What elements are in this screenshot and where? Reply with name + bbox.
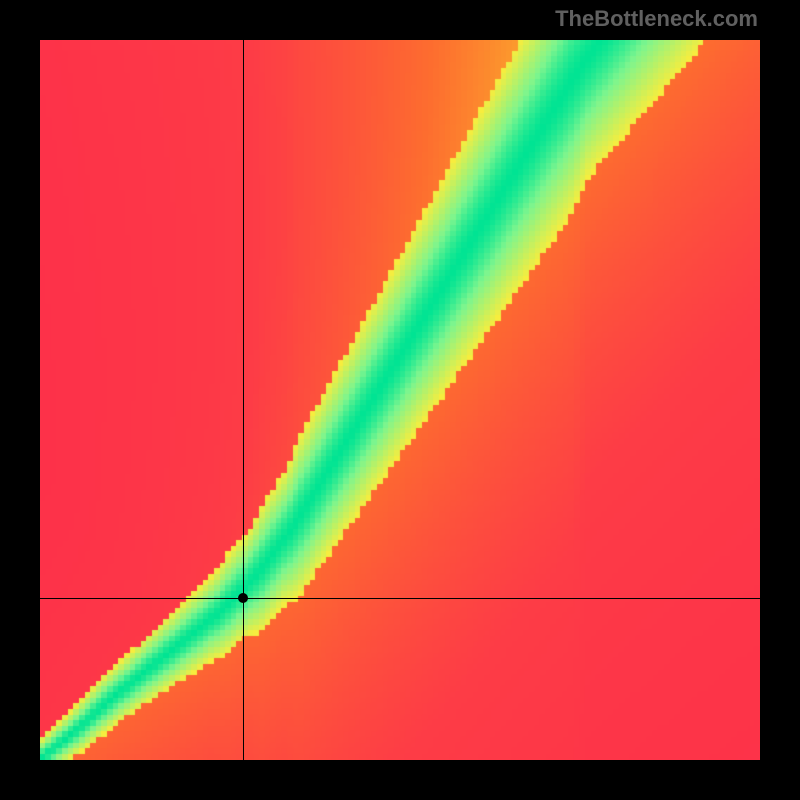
- watermark-text: TheBottleneck.com: [555, 6, 758, 32]
- heatmap-canvas: [40, 40, 760, 760]
- crosshair-vertical: [243, 40, 244, 760]
- configuration-marker-dot: [238, 593, 248, 603]
- heatmap-plot: [40, 40, 760, 760]
- crosshair-horizontal: [40, 598, 760, 599]
